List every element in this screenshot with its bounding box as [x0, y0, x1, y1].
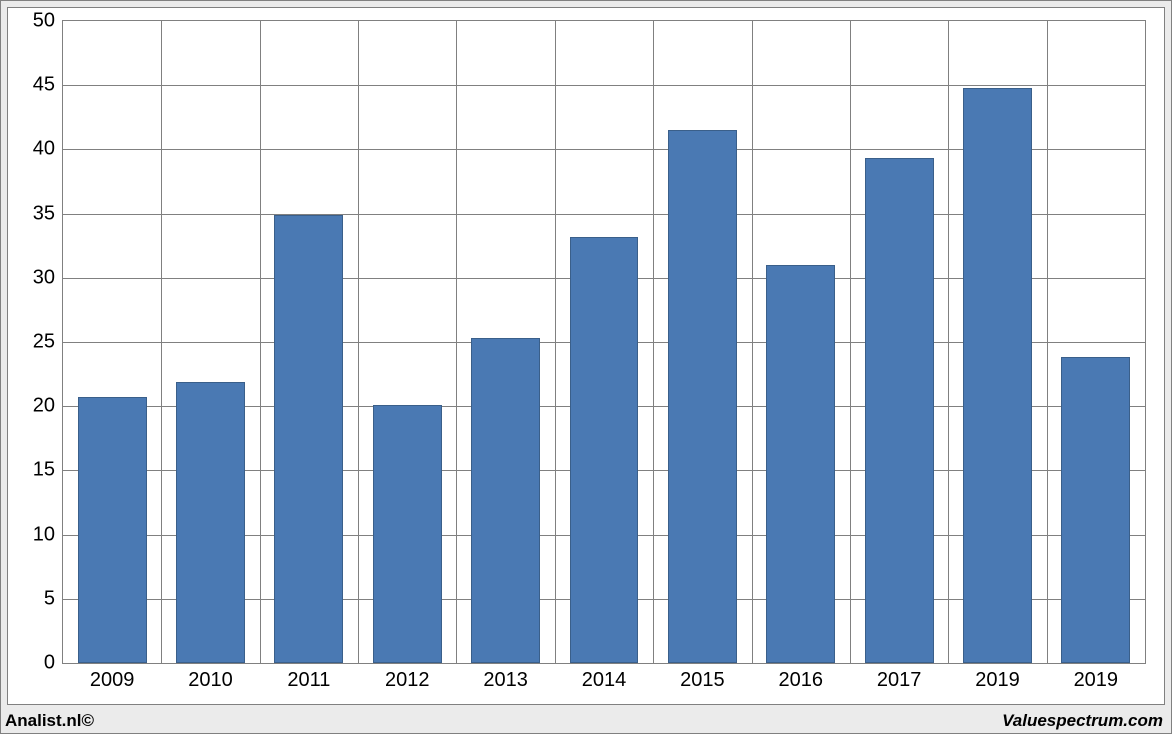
bar: [1061, 357, 1130, 663]
y-axis-tick-label: 50: [33, 10, 63, 33]
footer-right-credit: Valuespectrum.com: [1002, 711, 1163, 731]
bar: [471, 338, 540, 663]
gridline-vertical: [948, 21, 949, 663]
bar: [668, 130, 737, 663]
y-axis-tick-label: 20: [33, 395, 63, 418]
x-axis-tick-label: 2019: [975, 663, 1020, 692]
y-axis-tick-label: 25: [33, 331, 63, 354]
y-axis-tick-label: 5: [44, 587, 63, 610]
gridline-vertical: [260, 21, 261, 663]
bar: [570, 237, 639, 663]
bar: [78, 397, 147, 663]
x-axis-tick-label: 2009: [90, 663, 135, 692]
x-axis-tick-label: 2010: [188, 663, 233, 692]
y-axis-tick-label: 45: [33, 74, 63, 97]
plot-area: 0510152025303540455020092010201120122013…: [62, 20, 1146, 664]
chart-outer-frame: 0 5 10 15 20 25 30 35 40 45 50 2009 2010 2011 2012 2013…: [0, 0, 1172, 734]
y-axis-tick-label: 15: [33, 459, 63, 482]
y-axis-tick-label: 30: [33, 266, 63, 289]
x-axis-tick-label: 2012: [385, 663, 430, 692]
bar: [766, 265, 835, 663]
x-axis-tick-label: 2016: [778, 663, 823, 692]
gridline-vertical: [1047, 21, 1048, 663]
chart-panel: 0 5 10 15 20 25 30 35 40 45 50 2009 2010 2011 2012 2013…: [7, 7, 1165, 705]
bar: [176, 382, 245, 663]
gridline-vertical: [358, 21, 359, 663]
bar: [373, 405, 442, 663]
x-axis-tick-label: 2019: [1074, 663, 1119, 692]
gridline-vertical: [456, 21, 457, 663]
y-axis-tick-label: 40: [33, 138, 63, 161]
bar: [963, 88, 1032, 663]
gridline-vertical: [161, 21, 162, 663]
gridline-vertical: [555, 21, 556, 663]
gridline-horizontal: [63, 85, 1145, 86]
footer-left-credit: Analist.nl©: [5, 711, 94, 731]
y-axis-tick-label: 10: [33, 523, 63, 546]
gridline-vertical: [653, 21, 654, 663]
gridline-vertical: [850, 21, 851, 663]
x-axis-tick-label: 2017: [877, 663, 922, 692]
bar: [274, 215, 343, 663]
x-axis-tick-label: 2011: [287, 663, 330, 692]
x-axis-tick-label: 2013: [483, 663, 528, 692]
y-axis-tick-label: 0: [44, 652, 63, 675]
x-axis-tick-label: 2014: [582, 663, 627, 692]
y-axis-tick-label: 35: [33, 202, 63, 225]
bar: [865, 158, 934, 663]
x-axis-tick-label: 2015: [680, 663, 725, 692]
gridline-vertical: [752, 21, 753, 663]
